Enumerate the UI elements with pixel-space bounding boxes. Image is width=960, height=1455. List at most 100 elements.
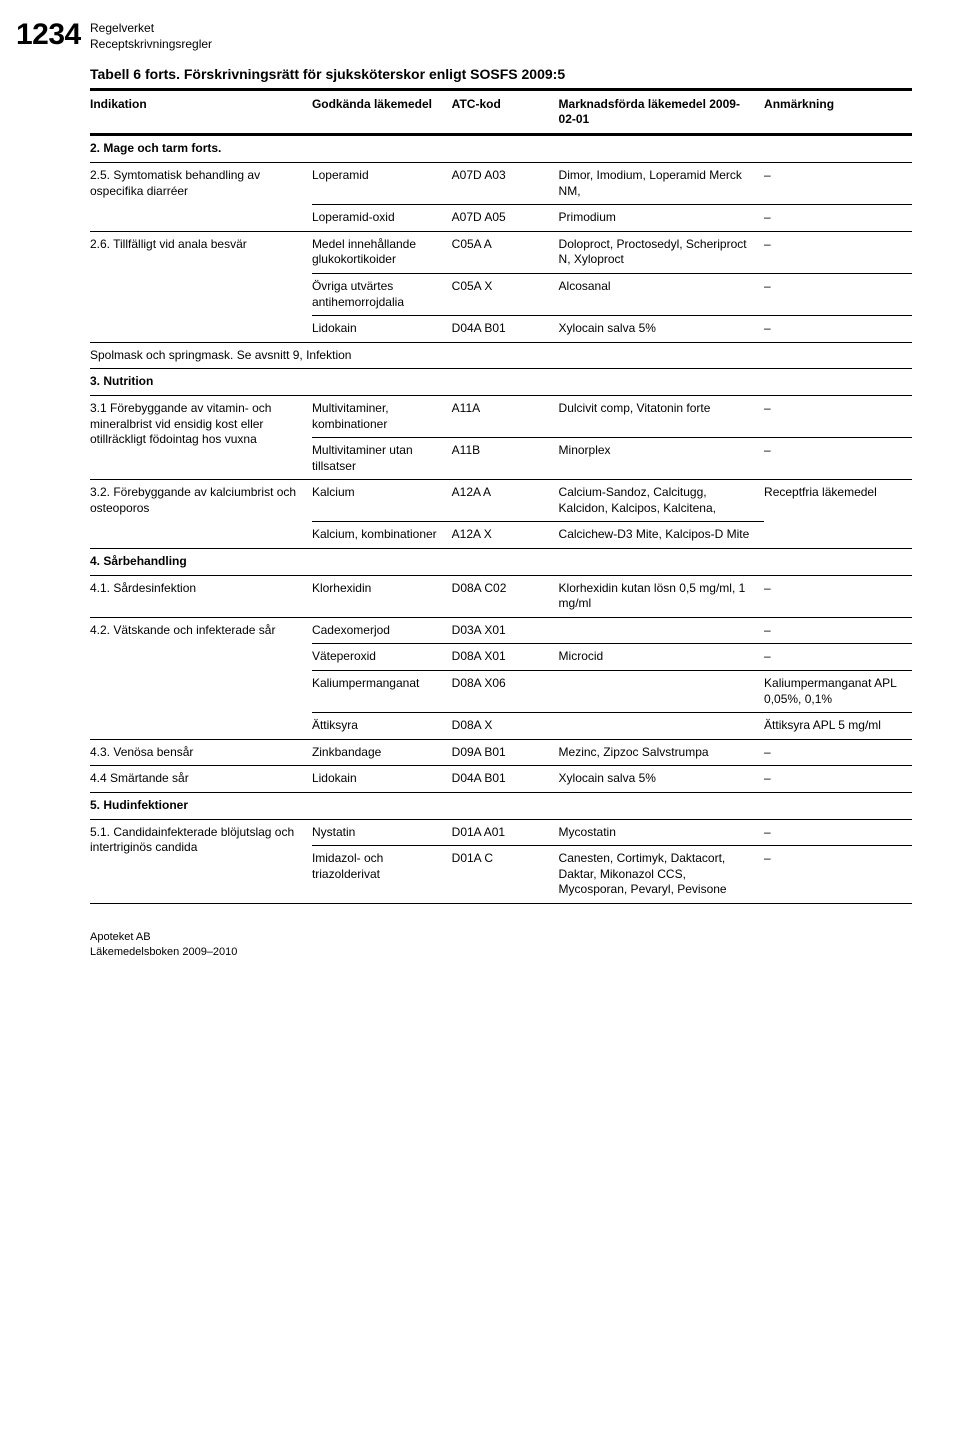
cell-c2: Nystatin — [312, 819, 452, 846]
table-row: Spolmask och springmask. Se avsnitt 9, I… — [90, 342, 912, 369]
cell-anmarkning: – — [764, 205, 912, 232]
col-marknadsforda: Marknadsförda läkemedel 2009-02-01 — [559, 90, 765, 135]
cell-c3: D08A X — [452, 713, 559, 740]
col-godkanda: Godkända läkemedel — [312, 90, 452, 135]
cell-c2: Lidokain — [312, 766, 452, 793]
cell-c2: Imidazol- och triazolderivat — [312, 846, 452, 904]
cell-c3: A12A A — [452, 480, 559, 522]
cell-c2: Kaliumpermanganat — [312, 671, 452, 713]
cell-c3: D08A X06 — [452, 671, 559, 713]
table-row: 4.2. Vätskande och infekterade sårCadexo… — [90, 617, 912, 644]
cell-c3: D08A X01 — [452, 644, 559, 671]
cell-c3: D01A A01 — [452, 819, 559, 846]
page-header: Regelverket Receptskrivningsregler — [90, 20, 912, 52]
cell-anmarkning: – — [764, 644, 912, 671]
cell-indikation: 2.5. Symtomatisk behandling av ospecifik… — [90, 162, 312, 231]
cell-c3: A11B — [452, 438, 559, 480]
cell-c4 — [559, 713, 765, 740]
header-line-1: Regelverket — [90, 20, 212, 36]
cell-c4: Primodium — [559, 205, 765, 232]
cell-c4: Dulcivit comp, Vitatonin forte — [559, 395, 765, 437]
cell-anmarkning: – — [764, 316, 912, 343]
cell-c3: D04A B01 — [452, 766, 559, 793]
table-header-row: Indikation Godkända läkemedel ATC-kod Ma… — [90, 90, 912, 135]
cell-c4: Canesten, Cortimyk, Daktacort, Daktar, M… — [559, 846, 765, 904]
col-anmarkning: Anmärkning — [764, 90, 912, 135]
cell-c4: Alcosanal — [559, 273, 765, 315]
cell-c2: Lidokain — [312, 316, 452, 343]
cell-c4: Doloproct, Proctosedyl, Scheriproct N, X… — [559, 231, 765, 273]
cell-c3: A11A — [452, 395, 559, 437]
cell-anmarkning: – — [764, 846, 912, 904]
cell-c3: D09A B01 — [452, 739, 559, 766]
page-footer: Apoteket AB Läkemedelsboken 2009–2010 — [90, 930, 912, 960]
cell-anmarkning: – — [764, 766, 912, 793]
cell-indikation: 4.2. Vätskande och infekterade sår — [90, 617, 312, 739]
cell-indikation: 4.1. Sårdesinfektion — [90, 575, 312, 617]
section-cell: Spolmask och springmask. Se avsnitt 9, I… — [90, 342, 912, 369]
cell-c4: Dimor, Imodium, Loperamid Merck NM, — [559, 162, 765, 204]
table-row: 4. Sårbehandling — [90, 549, 912, 576]
cell-anmarkning: – — [764, 438, 912, 480]
cell-anmarkning: – — [764, 617, 912, 644]
cell-c2: Loperamid-oxid — [312, 205, 452, 232]
cell-indikation: 3.1 Förebyggande av vitamin- och mineral… — [90, 395, 312, 479]
table-title: Tabell 6 forts. Förskrivningsrätt för sj… — [90, 66, 912, 82]
cell-c2: Multivitaminer, kombinationer — [312, 395, 452, 437]
section-cell: 4. Sårbehandling — [90, 549, 912, 576]
table-row: 4.3. Venösa bensårZinkbandageD09A B01Mez… — [90, 739, 912, 766]
table-row: 2. Mage och tarm forts. — [90, 135, 912, 163]
section-cell: 2. Mage och tarm forts. — [90, 135, 912, 163]
cell-c2: Övriga utvärtes antihemorrojdalia — [312, 273, 452, 315]
prescription-table: Indikation Godkända läkemedel ATC-kod Ma… — [90, 88, 912, 904]
cell-c4: Xylocain salva 5% — [559, 766, 765, 793]
cell-indikation: 3.2. Förebyggande av kalciumbrist och os… — [90, 480, 312, 549]
cell-anmarkning: – — [764, 162, 912, 204]
col-indikation: Indikation — [90, 90, 312, 135]
page: 1234 Regelverket Receptskrivningsregler … — [0, 0, 960, 1000]
cell-anmarkning: – — [764, 819, 912, 846]
footer-line-2: Läkemedelsboken 2009–2010 — [90, 945, 912, 960]
cell-indikation: 4.4 Smärtande sår — [90, 766, 312, 793]
page-number: 1234 — [16, 18, 81, 52]
table-row: 3.1 Förebyggande av vitamin- och mineral… — [90, 395, 912, 437]
footer-line-1: Apoteket AB — [90, 930, 912, 945]
cell-anmarkning: – — [764, 739, 912, 766]
cell-anmarkning: – — [764, 273, 912, 315]
header-line-2: Receptskrivningsregler — [90, 36, 212, 52]
cell-c2: Kalcium — [312, 480, 452, 522]
cell-c3: A07D A03 — [452, 162, 559, 204]
cell-indikation: 4.3. Venösa bensår — [90, 739, 312, 766]
cell-anmarkning: – — [764, 395, 912, 437]
cell-c3: C05A X — [452, 273, 559, 315]
cell-c3: A12A X — [452, 522, 559, 549]
cell-c4: Minorplex — [559, 438, 765, 480]
col-atc: ATC-kod — [452, 90, 559, 135]
cell-c2: Kalcium, kombinationer — [312, 522, 452, 549]
section-cell: 5. Hudinfektioner — [90, 793, 912, 820]
cell-c2: Cadexomerjod — [312, 617, 452, 644]
table-row: 3. Nutrition — [90, 369, 912, 396]
cell-c3: D01A C — [452, 846, 559, 904]
table-row: 3.2. Förebyggande av kalciumbrist och os… — [90, 480, 912, 522]
cell-anmarkning: – — [764, 575, 912, 617]
cell-anmarkning: – — [764, 231, 912, 273]
table-row: 5. Hudinfektioner — [90, 793, 912, 820]
cell-c4 — [559, 617, 765, 644]
cell-c2: Multivitaminer utan tillsatser — [312, 438, 452, 480]
cell-c4: Calcichew-D3 Mite, Kalcipos-D Mite — [559, 522, 765, 549]
cell-c4 — [559, 671, 765, 713]
section-cell: 3. Nutrition — [90, 369, 912, 396]
cell-c4: Xylocain salva 5% — [559, 316, 765, 343]
cell-indikation: 2.6. Tillfälligt vid anala besvär — [90, 231, 312, 342]
cell-c3: D04A B01 — [452, 316, 559, 343]
table-row: 4.4 Smärtande sårLidokainD04A B01Xylocai… — [90, 766, 912, 793]
cell-c2: Loperamid — [312, 162, 452, 204]
cell-c3: D03A X01 — [452, 617, 559, 644]
table-row: 2.5. Symtomatisk behandling av ospecifik… — [90, 162, 912, 204]
cell-c3: C05A A — [452, 231, 559, 273]
cell-c4: Mycostatin — [559, 819, 765, 846]
table-row: 5.1. Candidainfekterade blöjutslag och i… — [90, 819, 912, 846]
cell-anmarkning: Kaliumpermanganat APL 0,05%, 0,1% — [764, 671, 912, 713]
cell-c4: Microcid — [559, 644, 765, 671]
